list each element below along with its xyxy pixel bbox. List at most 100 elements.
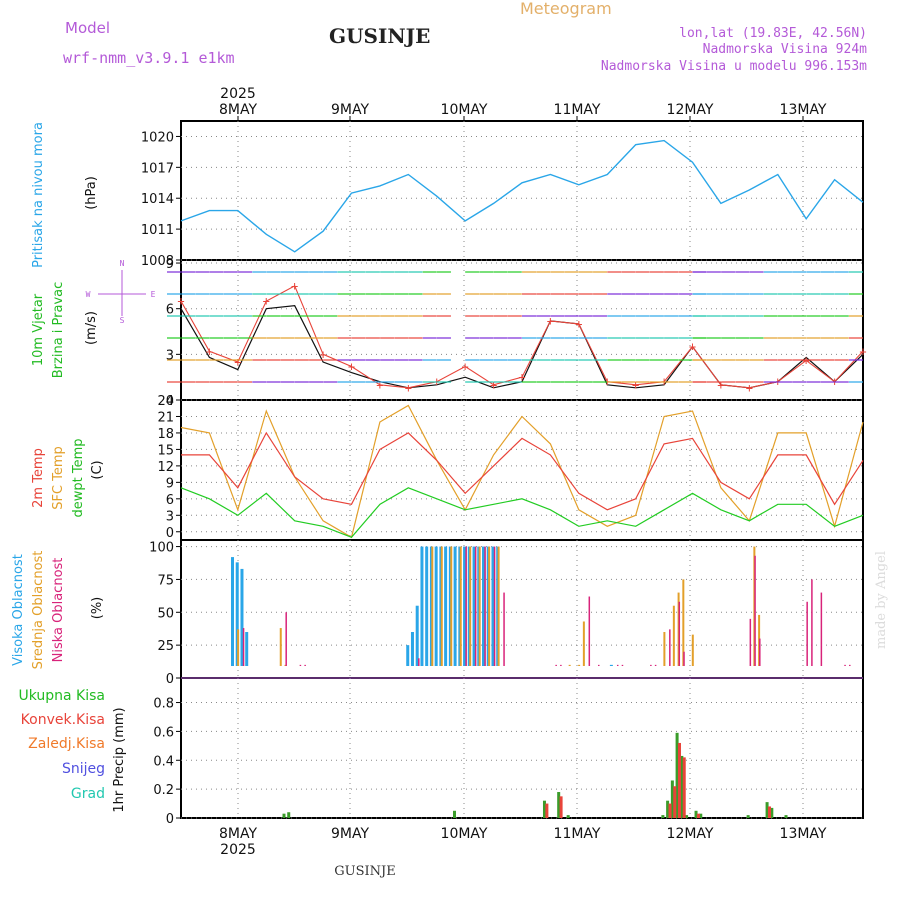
precip-bar [677, 742, 681, 818]
y-tick-label: 0.8 [153, 697, 174, 712]
y-tick-label: 6 [166, 303, 174, 318]
y-tick-label: 21 [157, 410, 174, 425]
precip-unit: 1hr Precip (mm) [112, 707, 127, 812]
cloud-bar [440, 546, 443, 666]
precip-bar [670, 780, 674, 818]
watermark: made by Angel [874, 551, 889, 649]
cloud-bar [560, 664, 562, 666]
cloud-bar [663, 632, 666, 666]
cloud-bar [450, 546, 453, 666]
cloud-bar [431, 546, 434, 666]
cloud-bar [555, 664, 557, 666]
y-tick-label: 1014 [141, 192, 174, 207]
precip-bar [668, 803, 672, 818]
cloud-bar [811, 579, 813, 666]
precip-bar [770, 807, 774, 818]
top-date-label: 8MAY [219, 102, 257, 118]
dewpt-line [180, 487, 864, 539]
bottom-date-label: 10MAY [441, 826, 488, 842]
y-tick-label: 50 [157, 606, 174, 621]
y-tick-label: 0 [166, 526, 174, 541]
wind-unit: (m/s) [84, 311, 99, 345]
cloud-bar [459, 546, 462, 666]
model-name: wrf-nmm_v3.9.1 e1km [63, 49, 235, 67]
bottom-date-label: 9MAY [331, 826, 369, 842]
cloud-bar [415, 605, 419, 666]
y-tick-label: 75 [157, 573, 174, 588]
precip-bar [765, 802, 769, 818]
cloud-bar [474, 546, 477, 666]
pressure-unit: (hPa) [84, 176, 99, 210]
wind-gust-marker: + [376, 378, 383, 392]
wind-gust-marker: + [405, 381, 412, 395]
top-date-label: 9MAY [331, 102, 369, 118]
wind-gust-marker: + [206, 344, 213, 358]
bottom-date-label: 13MAY [780, 826, 827, 842]
cloud-bar [683, 651, 685, 666]
temp-label-sfc: SFC Temp [51, 446, 66, 510]
bottom-date-label: 8MAY [219, 826, 257, 842]
cloud-label-mid: Srednja Oblacnost [31, 551, 46, 670]
legend-conv-rain: Konvek.Kisa [21, 712, 105, 728]
cloud-bar [237, 629, 240, 666]
cloud-bar [682, 579, 685, 666]
pressure-line [180, 139, 864, 253]
wind-label-1: 10m Vjetar [31, 293, 46, 366]
legend-frozen-rain: Zaledj.Kisa [28, 736, 105, 752]
wind-gust-marker: + [348, 360, 355, 374]
compass-south: S [120, 316, 125, 325]
cloud-bar [503, 592, 505, 666]
precip-bar [696, 813, 700, 818]
panel-frame [180, 399, 864, 541]
bottom-date-label: 12MAY [667, 826, 714, 842]
precip-bar [452, 810, 456, 818]
cloud-bar [478, 546, 481, 666]
y-tick-label: 15 [157, 443, 174, 458]
precip-bar [545, 803, 549, 818]
cloud-bar [616, 664, 619, 666]
legend-total-rain: Ukupna Kisa [18, 688, 105, 704]
precip-bar [680, 755, 684, 818]
wind-gust-marker: + [319, 347, 326, 361]
y-tick-label: 0 [166, 394, 174, 409]
cloud-bar [806, 601, 808, 666]
precip-bar [559, 796, 563, 818]
cloud-bar [472, 546, 476, 666]
y-tick-label: 0 [166, 812, 174, 827]
top-date-label: 10MAY [441, 102, 488, 118]
cloud-bar [453, 546, 457, 666]
y-tick-label: 24 [157, 394, 174, 409]
model-label: Model [65, 19, 110, 37]
cloud-bar [285, 612, 287, 666]
cloud-bar [691, 634, 694, 666]
bottom-year: 2025 [220, 842, 256, 858]
cloud-bar [844, 664, 846, 666]
wind-label-2: Brzina i Pravac [51, 282, 66, 379]
wind-gust-marker: + [717, 378, 724, 392]
cloud-bar [420, 546, 424, 666]
cloud-bar [497, 546, 500, 666]
data-marks: +++++++++++++++++++++++++ [167, 139, 867, 818]
wind-gust-line [180, 285, 864, 389]
precip-bar [661, 815, 665, 818]
cloud-bar [588, 596, 591, 666]
compass-rose-icon: N W E S [86, 259, 156, 325]
cloud-bar [609, 664, 613, 666]
cloud-bar [299, 664, 302, 666]
precip-bar [746, 815, 750, 818]
t2m-line [181, 431, 864, 511]
cloud-bar [484, 546, 486, 666]
temp-label-dewpt: dewpt Temp [71, 438, 86, 517]
cloud-bar [242, 628, 245, 666]
panel-grids [181, 121, 863, 819]
precip-bar [666, 800, 670, 818]
cloud-bar [418, 658, 420, 666]
y-tick-label: 3 [166, 348, 174, 363]
y-tick-label: 1020 [141, 130, 174, 145]
wind-gust-marker: + [859, 344, 866, 358]
cloud-bar [410, 632, 414, 666]
bottom-date-label: 11MAY [554, 826, 601, 842]
wind-gust-marker: + [263, 294, 270, 308]
panel-frame [180, 120, 864, 261]
